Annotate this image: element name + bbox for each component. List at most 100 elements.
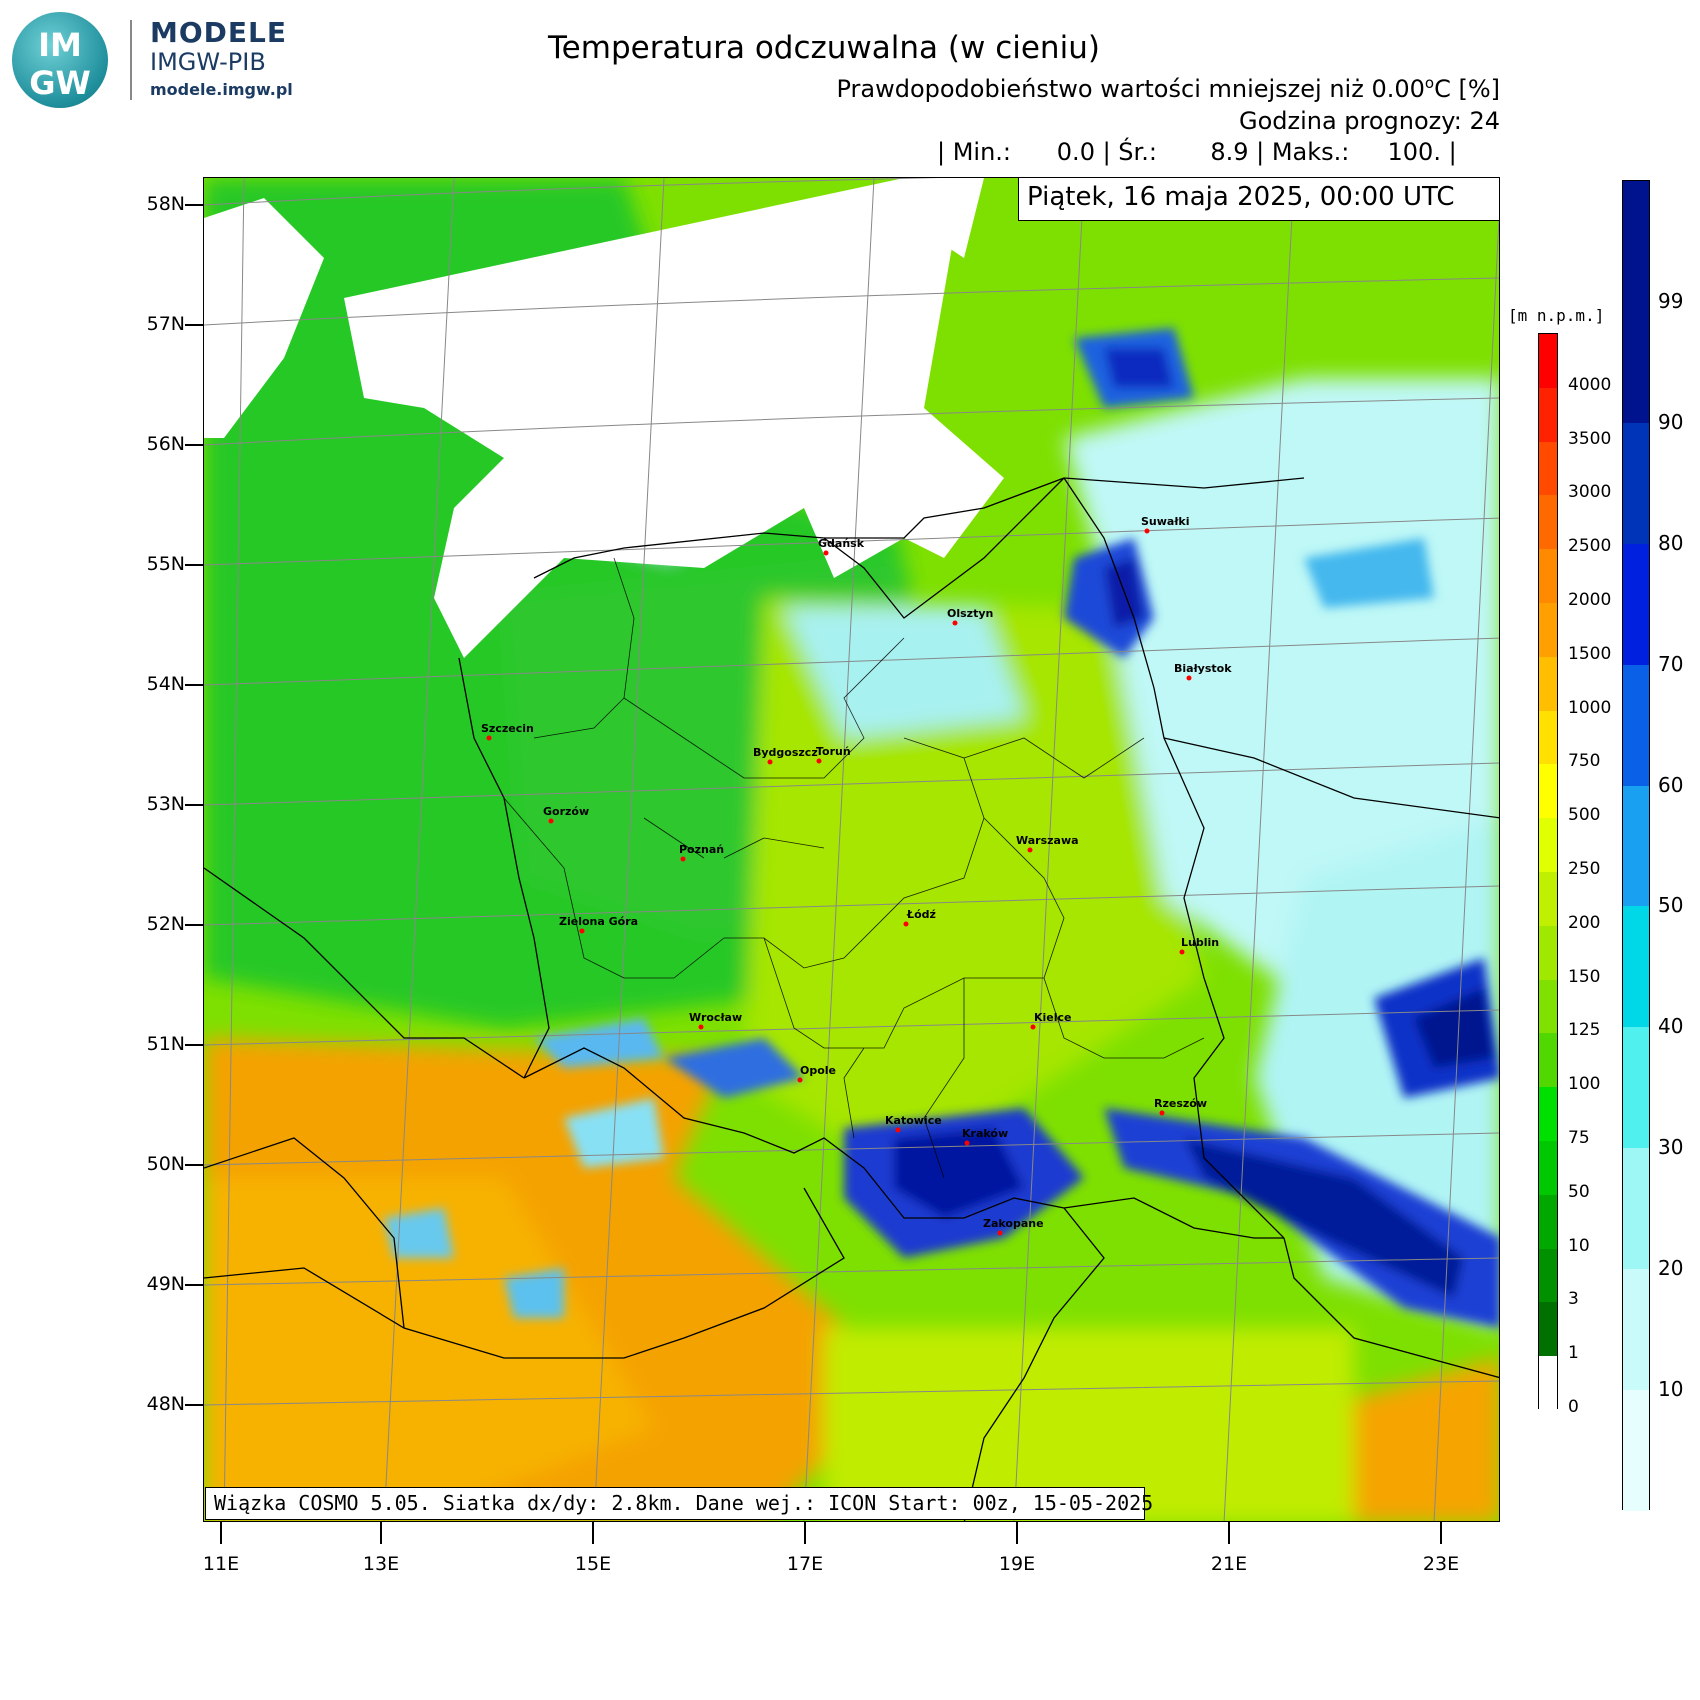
probability-label: 60 xyxy=(1658,772,1684,797)
region-borders xyxy=(503,557,1205,1179)
probability-label: 70 xyxy=(1658,651,1684,676)
model-info: Wiązka COSMO 5.05. Siatka dx/dy: 2.8km. … xyxy=(205,1487,1153,1520)
svg-text:Lublin: Lublin xyxy=(1181,936,1219,949)
elevation-label: 200 xyxy=(1568,912,1601,933)
lat-label-53n: 53N xyxy=(146,793,185,815)
elevation-swatch xyxy=(1539,441,1557,496)
brand-url: modele.imgw.pl xyxy=(150,80,293,99)
probability-label: 99 xyxy=(1658,288,1684,313)
logo-letters-top: IM xyxy=(38,26,82,64)
city-poznan: Poznań xyxy=(679,843,724,862)
city-gorzow: Gorzów xyxy=(543,805,589,824)
svg-text:Rzeszów: Rzeszów xyxy=(1154,1097,1207,1110)
svg-text:Poznań: Poznań xyxy=(679,843,724,856)
probability-swatch xyxy=(1623,543,1649,666)
lon-ticks xyxy=(220,1522,1442,1544)
city-zakopane: Zakopane xyxy=(983,1217,1044,1236)
city-suwalki: Suwałki xyxy=(1141,515,1190,534)
svg-text:Kraków: Kraków xyxy=(962,1127,1008,1140)
probability-swatch xyxy=(1623,785,1649,907)
elevation-swatch xyxy=(1539,387,1557,443)
lat-label-50n: 50N xyxy=(146,1153,185,1175)
elevation-swatch xyxy=(1539,656,1557,712)
elevation-label: 500 xyxy=(1568,805,1601,826)
elevation-swatch xyxy=(1539,1087,1557,1142)
svg-text:Kielce: Kielce xyxy=(1034,1011,1072,1024)
city-szczecin: Szczecin xyxy=(481,722,534,741)
elevation-swatch xyxy=(1539,1141,1557,1196)
svg-text:Gorzów: Gorzów xyxy=(543,805,589,818)
svg-text:Białystok: Białystok xyxy=(1174,662,1232,675)
city-lublin: Lublin xyxy=(1179,936,1219,955)
svg-text:Gdańsk: Gdańsk xyxy=(818,537,865,550)
elevation-swatch xyxy=(1539,818,1557,873)
elevation-swatch xyxy=(1539,710,1557,765)
lon-label-15e: 15E xyxy=(574,1553,612,1575)
svg-text:Wrocław: Wrocław xyxy=(689,1011,742,1024)
elevation-label: 3000 xyxy=(1568,482,1612,503)
elevation-label: 75 xyxy=(1568,1128,1590,1148)
city-opole: Opole xyxy=(797,1064,836,1083)
lat-label-52n: 52N xyxy=(146,913,185,935)
lon-label-11e: 11E xyxy=(202,1553,240,1575)
city-olsztyn: Olsztyn xyxy=(947,607,993,626)
elevation-swatch xyxy=(1539,979,1557,1034)
lon-label-13e: 13E xyxy=(362,1553,400,1575)
map-canvas: Gdańsk Suwałki Olsztyn Białystok Szczeci… xyxy=(204,178,1499,1521)
probability-label: 50 xyxy=(1658,893,1684,918)
brand-title: MODELE xyxy=(150,16,288,49)
lat-label-57n: 57N xyxy=(146,313,185,335)
lat-label-49n: 49N xyxy=(146,1273,185,1295)
city-kielce: Kielce xyxy=(1030,1011,1072,1030)
lat-ticks xyxy=(185,204,203,1406)
lat-label-55n: 55N xyxy=(146,553,185,575)
elevation-swatch xyxy=(1539,603,1557,658)
probability-swatch xyxy=(1623,181,1649,302)
elevation-label: 150 xyxy=(1568,966,1601,987)
subtitle-prefix: Prawdopodobieństwo wartości mniejszej ni… xyxy=(836,75,1425,103)
probability-swatch xyxy=(1623,664,1649,787)
elevation-swatch xyxy=(1539,495,1557,550)
svg-text:Szczecin: Szczecin xyxy=(481,722,534,735)
elevation-label: 125 xyxy=(1568,1020,1601,1041)
country-borders xyxy=(204,477,1499,1521)
city-rzeszow: Rzeszów xyxy=(1154,1097,1207,1116)
elevation-swatch xyxy=(1539,1033,1557,1088)
city-gdansk: Gdańsk xyxy=(818,537,865,556)
elevation-label: 0 xyxy=(1568,1397,1579,1417)
elevation-swatch xyxy=(1539,1248,1557,1303)
city-warszawa: Warszawa xyxy=(1016,834,1079,853)
elevation-label: 1 xyxy=(1568,1343,1579,1364)
svg-text:Katowice: Katowice xyxy=(885,1114,942,1127)
city-wroclaw: Wrocław xyxy=(689,1011,742,1030)
svg-text:Bydgoszcz: Bydgoszcz xyxy=(753,746,818,759)
probability-label: 20 xyxy=(1658,1256,1684,1281)
lon-label-21e: 21E xyxy=(1210,1553,1248,1575)
city-bydgoszcz: Bydgoszcz xyxy=(753,746,818,765)
elevation-label: 50 xyxy=(1568,1181,1590,1202)
elevation-swatch xyxy=(1539,872,1557,927)
brand-subtitle: IMGW-PIB xyxy=(150,48,266,76)
forecast-hour: Godzina prognozy: 24 xyxy=(1238,107,1500,135)
elevation-unit: [m n.p.m.] xyxy=(1508,306,1605,325)
elevation-label: 1000 xyxy=(1568,697,1612,718)
lat-label-56n: 56N xyxy=(146,433,185,455)
elevation-swatch xyxy=(1539,549,1557,604)
forecast-map: Gdańsk Suwałki Olsztyn Białystok Szczeci… xyxy=(203,177,1500,1522)
elevation-colorbar xyxy=(1538,333,1558,1411)
elevation-label: 3 xyxy=(1568,1289,1579,1310)
probability-swatch xyxy=(1623,1269,1649,1391)
lat-label-51n: 51N xyxy=(146,1033,185,1055)
probability-label: 90 xyxy=(1658,409,1684,434)
elevation-swatch xyxy=(1539,764,1557,819)
elevation-label: 4000 xyxy=(1568,374,1612,395)
probability-label: 30 xyxy=(1658,1135,1684,1160)
elevation-label: 100 xyxy=(1568,1074,1601,1095)
probability-label: 10 xyxy=(1658,1377,1684,1402)
subtitle-degree: o xyxy=(1424,74,1435,92)
city-bialystok: Białystok xyxy=(1174,662,1232,681)
elevation-swatch xyxy=(1539,334,1557,389)
city-katowice: Katowice xyxy=(885,1114,942,1133)
probability-label: 80 xyxy=(1658,530,1684,555)
probability-swatch xyxy=(1623,906,1649,1028)
